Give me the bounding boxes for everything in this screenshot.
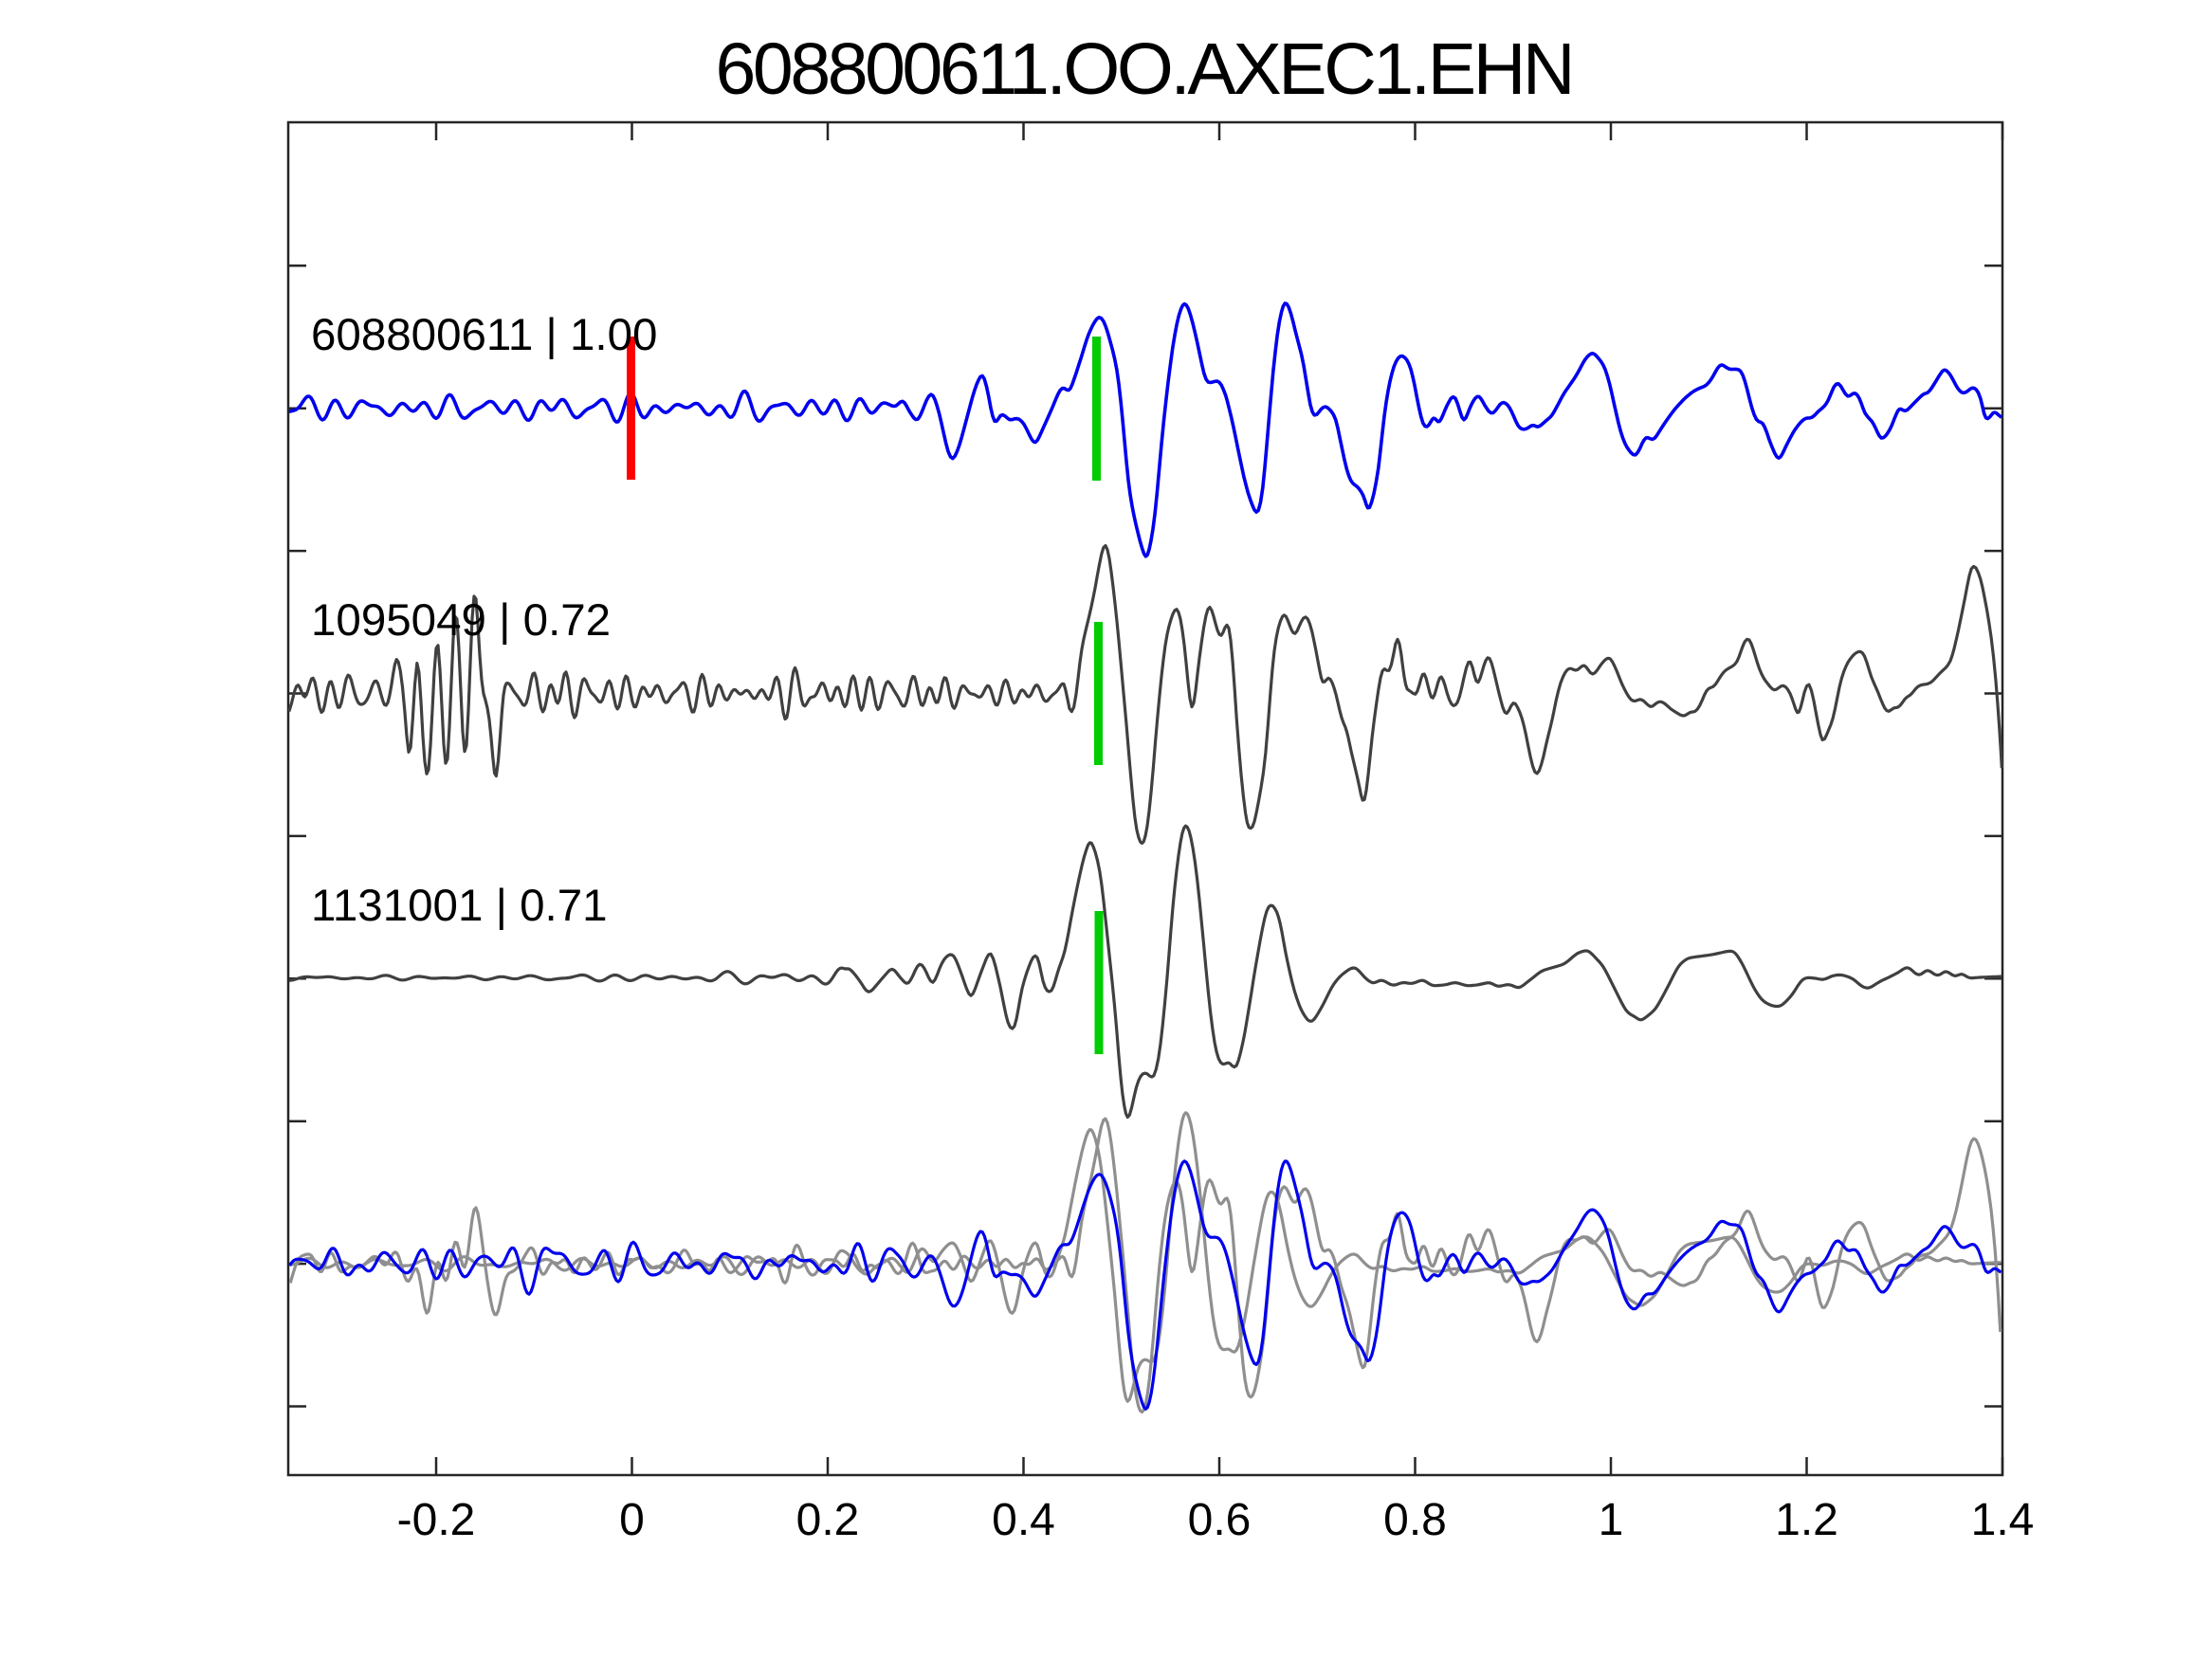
- svg-text:0.8: 0.8: [1383, 1495, 1447, 1545]
- svg-text:1131001 | 0.71: 1131001 | 0.71: [311, 881, 608, 931]
- svg-text:-0.2: -0.2: [397, 1495, 476, 1545]
- svg-text:608800611 | 1.00: 608800611 | 1.00: [311, 310, 657, 360]
- svg-text:608800611.OO.AXEC1.EHN: 608800611.OO.AXEC1.EHN: [716, 28, 1576, 110]
- svg-text:1.4: 1.4: [1971, 1495, 2035, 1545]
- svg-text:1: 1: [1599, 1495, 1624, 1545]
- svg-text:0.2: 0.2: [796, 1495, 860, 1545]
- svg-text:0.4: 0.4: [992, 1495, 1055, 1545]
- svg-text:0: 0: [619, 1495, 645, 1545]
- svg-text:0.6: 0.6: [1188, 1495, 1252, 1545]
- svg-text:1.2: 1.2: [1775, 1495, 1838, 1545]
- svg-text:1095049 | 0.72: 1095049 | 0.72: [311, 595, 611, 646]
